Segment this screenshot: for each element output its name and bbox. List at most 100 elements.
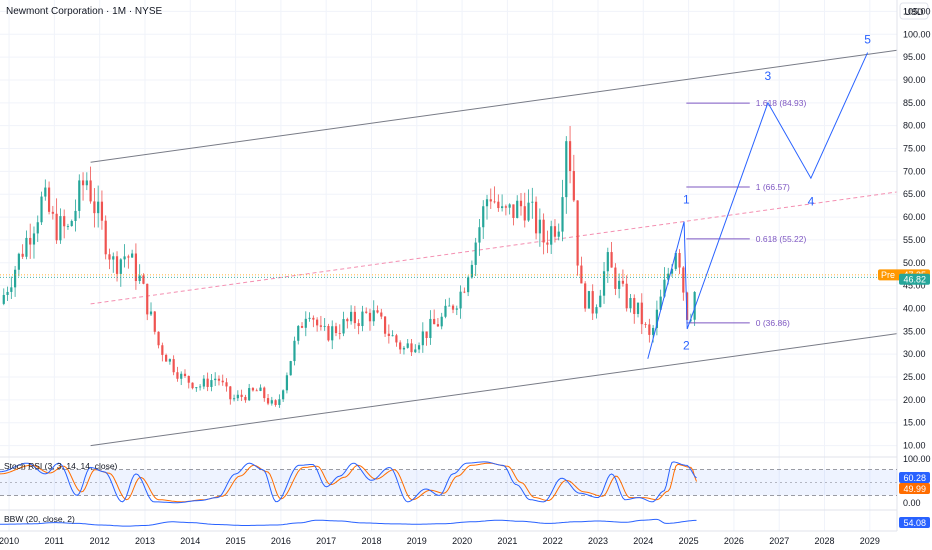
candle-body xyxy=(300,326,304,328)
candle-body xyxy=(183,373,187,377)
channel-lower-line[interactable] xyxy=(90,333,898,447)
candle xyxy=(451,304,455,314)
candle-body xyxy=(25,237,28,257)
candle-body xyxy=(210,380,213,387)
candle xyxy=(112,252,115,273)
candle xyxy=(655,300,658,336)
candle xyxy=(187,375,190,389)
candle-body xyxy=(282,390,285,400)
candle-body xyxy=(2,294,5,304)
candle-body xyxy=(482,206,485,228)
candle-body xyxy=(70,220,73,227)
candle-body xyxy=(346,319,349,322)
candle-body xyxy=(372,310,375,322)
elliott-wave-projection[interactable] xyxy=(647,52,869,359)
candle xyxy=(414,344,417,354)
candle xyxy=(425,331,428,346)
candle-body xyxy=(655,309,658,328)
candle-body xyxy=(501,206,504,209)
candle-body xyxy=(417,345,421,350)
candle-body xyxy=(248,388,251,401)
time-tick-label: 2028 xyxy=(814,536,834,546)
candle-body xyxy=(278,399,281,405)
candle-body xyxy=(123,256,126,260)
candle xyxy=(210,374,213,392)
candle-body xyxy=(297,326,300,341)
candle-body xyxy=(161,345,164,355)
candle-body xyxy=(206,378,209,387)
candle xyxy=(93,188,96,228)
candle xyxy=(217,375,221,386)
candle-body xyxy=(448,305,451,307)
candle xyxy=(304,311,307,337)
time-tick-label: 2023 xyxy=(588,536,608,546)
candle-body xyxy=(131,253,134,258)
candle-body xyxy=(78,180,81,211)
price-tick-label: 65.00 xyxy=(903,189,926,199)
candle-body xyxy=(670,268,674,274)
candle xyxy=(516,195,519,219)
currency-label: USD xyxy=(904,7,924,17)
candle xyxy=(334,322,338,337)
candle xyxy=(172,355,175,376)
time-tick-label: 2019 xyxy=(407,536,427,546)
time-axis[interactable]: 2010 2011 2012 2013 2014 2015 2016 2017 2018 2019… xyxy=(0,530,897,546)
bbw-value-tag xyxy=(899,517,930,528)
channel-upper-line[interactable] xyxy=(90,49,898,163)
candle xyxy=(47,181,51,215)
candle-body xyxy=(534,201,538,234)
candle-body xyxy=(470,264,474,278)
candle xyxy=(482,200,485,239)
candle xyxy=(97,185,100,228)
projection-path[interactable] xyxy=(647,52,869,359)
candle-body xyxy=(602,271,606,296)
candle xyxy=(493,186,496,204)
candle xyxy=(421,322,424,353)
fib-level-label: 0 (36.86) xyxy=(756,318,790,328)
candle-body xyxy=(285,375,289,391)
candle xyxy=(497,194,500,212)
price-axis[interactable]: USD 105.00 100.00 95.00 90.00 85.00 80.00 75.0… xyxy=(878,0,931,531)
candle xyxy=(123,244,126,268)
candle-body xyxy=(493,201,496,203)
candle xyxy=(248,383,251,402)
candle xyxy=(198,384,202,391)
price-pane[interactable]: 1.618 (84.93) 1 (66.57) 0.618 (55.22) 0 (36… xyxy=(0,0,898,531)
candle-body xyxy=(648,324,651,335)
candle-body xyxy=(440,316,443,327)
candle-body xyxy=(191,382,194,389)
candle xyxy=(161,342,164,362)
fib-extension-levels[interactable]: 1.618 (84.93) 1 (66.57) 0.618 (55.22) 0 (36… xyxy=(686,98,806,328)
candle xyxy=(433,309,436,325)
channel-mid-line[interactable] xyxy=(90,191,898,305)
candle xyxy=(478,219,481,256)
candle xyxy=(591,284,594,321)
candle xyxy=(463,287,466,294)
candle xyxy=(195,386,198,392)
premarket-tag-label: Pre xyxy=(881,270,895,280)
candle-body xyxy=(591,291,594,314)
candle-body xyxy=(614,267,617,289)
candle-body xyxy=(546,242,549,245)
candle xyxy=(146,283,149,321)
candle xyxy=(259,384,262,392)
candle-body xyxy=(51,211,54,214)
stoch-rsi-pane[interactable]: Stoch RSI (3, 3, 14, 14, close) 100.00 0… xyxy=(0,454,931,508)
candle-body xyxy=(584,283,587,309)
candle xyxy=(455,305,458,316)
bbw-title: BBW (20, close, 2) xyxy=(4,514,75,524)
candle xyxy=(149,302,153,316)
candlestick-series xyxy=(2,125,696,408)
time-tick-label: 2014 xyxy=(180,536,200,546)
candle-body xyxy=(338,333,341,334)
candle xyxy=(629,294,632,313)
candle-body xyxy=(266,398,270,404)
bbw-pane[interactable]: BBW (20, close, 2) 54.08 xyxy=(0,514,930,528)
currency-button[interactable] xyxy=(899,2,929,20)
candle xyxy=(353,305,356,329)
candle xyxy=(610,241,613,268)
candle xyxy=(240,389,243,402)
candle xyxy=(368,308,372,331)
price-channel[interactable] xyxy=(90,49,898,447)
